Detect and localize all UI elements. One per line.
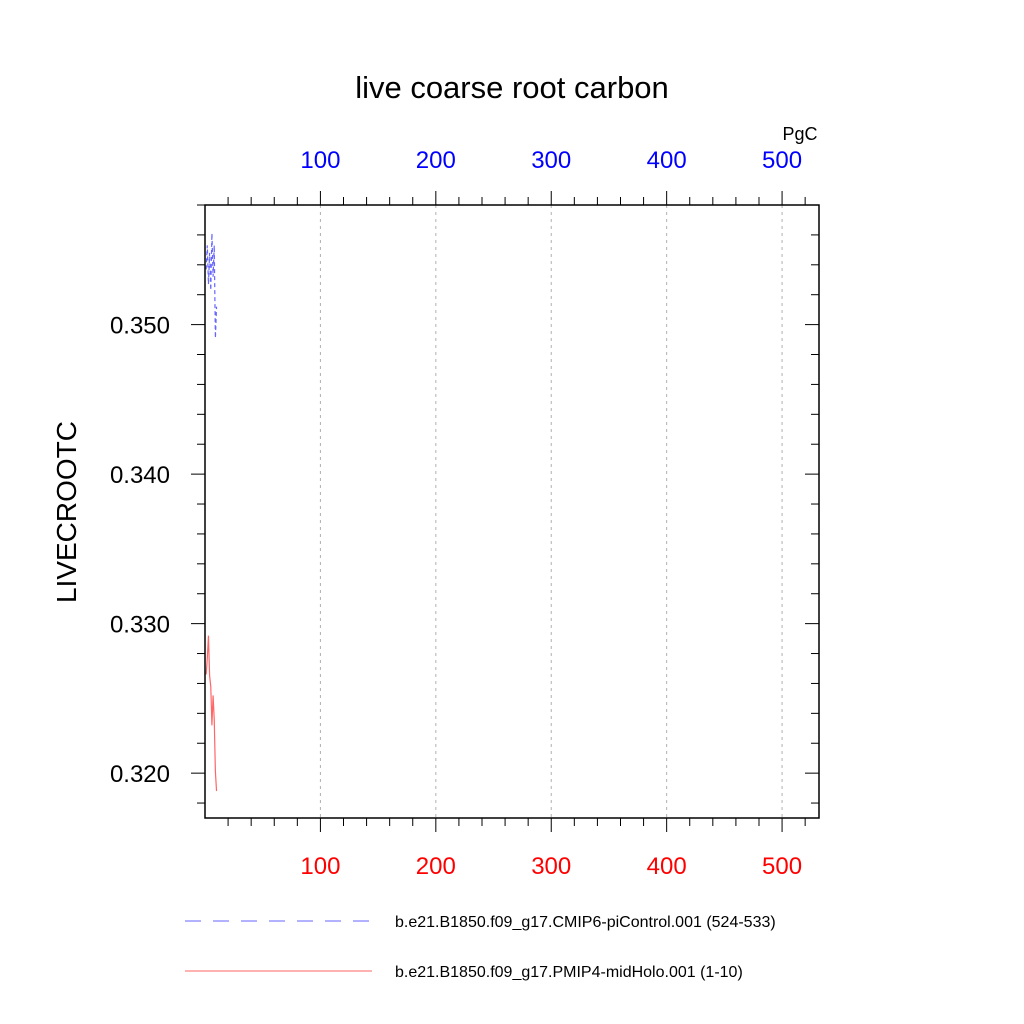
top-tick-label-200: 200 [416, 147, 456, 174]
y-tick-label-0.330: 0.330 [110, 612, 170, 639]
top-tick-label-500: 500 [762, 147, 802, 174]
chart-title: live coarse root carbon [355, 70, 669, 105]
y-tick-label-0.320: 0.320 [110, 761, 170, 788]
plot-frame [204, 204, 820, 819]
top-tick-label-100: 100 [300, 147, 340, 174]
bottom-tick-label-500: 500 [762, 853, 802, 880]
y-axis-labels: 0.320 0.330 0.340 0.350 [110, 313, 170, 789]
top-axis-unit: PgC [782, 124, 817, 144]
grid-layer [319, 205, 783, 818]
y-tick-label-0.350: 0.350 [110, 313, 170, 340]
bottom-axis-labels: 100 200 300 400 500 [300, 853, 802, 880]
bottom-tick-label-300: 300 [531, 853, 571, 880]
series-line-1 [205, 635, 218, 792]
y-tick-label-0.340: 0.340 [110, 462, 170, 489]
legend-label-piControl: b.e21.B1850.f09_g17.CMIP6-piControl.001 … [395, 914, 776, 931]
top-tick-label-300: 300 [531, 147, 571, 174]
legend: b.e21.B1850.f09_g17.CMIP6-piControl.001 … [185, 914, 776, 981]
series-line-0 [205, 233, 218, 339]
tick-layer [191, 191, 819, 832]
bottom-tick-label-100: 100 [300, 853, 340, 880]
series-layer [205, 233, 218, 792]
y-axis-label: LIVECROOTC [51, 421, 82, 603]
top-tick-label-400: 400 [647, 147, 687, 174]
legend-label-midHolo: b.e21.B1850.f09_g17.PMIP4-midHolo.001 (1… [395, 964, 743, 981]
top-axis-labels: 100 200 300 400 500 [300, 147, 802, 174]
bottom-tick-label-200: 200 [416, 853, 456, 880]
bottom-tick-label-400: 400 [647, 853, 687, 880]
